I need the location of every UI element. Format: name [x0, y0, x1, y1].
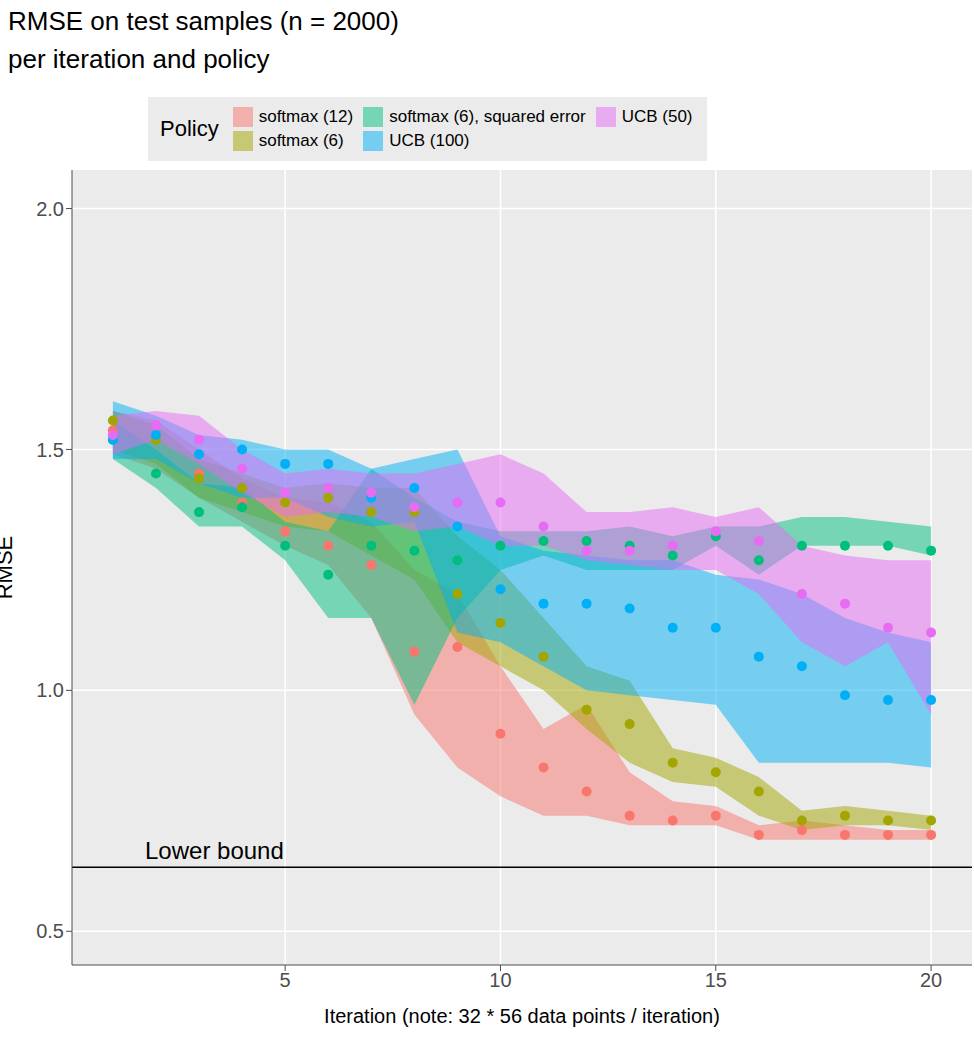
html-text:per iteration and policy: per iteration and policy	[8, 44, 270, 74]
html-text:RMSE on test samples (n = 2000: RMSE on test samples (n = 2000)	[8, 6, 399, 36]
svg-text:Lower bound: Lower bound	[145, 837, 284, 864]
html-text:UCB (50): UCB (50)	[621, 107, 693, 126]
svg-text:2.0: 2.0	[36, 198, 64, 220]
html-text:Policy: Policy	[160, 116, 219, 141]
svg-text:0.5: 0.5	[36, 920, 64, 942]
html-text:UCB (100): UCB (100)	[389, 131, 470, 150]
svg-text:15: 15	[705, 969, 727, 991]
html-text:softmax (12): softmax (12)	[258, 107, 354, 126]
html-text:softmax (6), squared error: softmax (6), squared error	[389, 107, 586, 126]
svg-text:1.0: 1.0	[36, 679, 64, 701]
svg-text:10: 10	[489, 969, 511, 991]
svg-text:5: 5	[280, 969, 291, 991]
svg-text:1.5: 1.5	[36, 439, 64, 461]
html-text:softmax (6): softmax (6)	[258, 131, 344, 150]
svg-text:Iteration (note: 32 * 56 data: Iteration (note: 32 * 56 data points / i…	[324, 1005, 720, 1027]
svg-text:RMSE: RMSE	[8, 536, 17, 600]
svg-text:20: 20	[920, 969, 942, 991]
